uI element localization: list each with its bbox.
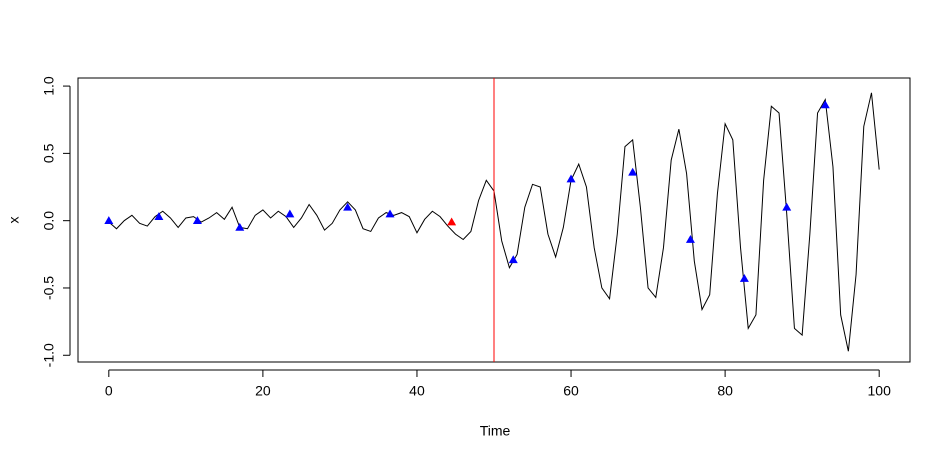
y-tick-label: -0.5 <box>41 276 57 300</box>
x-tick-label: 80 <box>717 383 733 399</box>
x-tick-label: 40 <box>409 383 425 399</box>
x-axis-label: Time <box>480 423 511 439</box>
triangle-marker <box>154 212 164 221</box>
triangle-marker <box>343 202 353 211</box>
triangle-marker <box>782 202 792 211</box>
x-tick-label: 100 <box>868 383 892 399</box>
x-tick-label: 60 <box>563 383 579 399</box>
x-tick-label: 20 <box>255 383 271 399</box>
x-tick-label: 0 <box>105 383 113 399</box>
y-axis-label: x <box>6 217 22 224</box>
triangle-marker <box>104 216 114 225</box>
triangle-marker <box>285 209 295 218</box>
y-tick-label: 0.0 <box>41 211 57 231</box>
y-tick-label: 1.0 <box>41 76 57 96</box>
y-tick-label: 0.5 <box>41 143 57 163</box>
triangle-marker <box>385 209 395 218</box>
triangle-marker <box>739 274 749 282</box>
triangle-marker <box>628 167 638 176</box>
triangle-marker <box>192 216 202 225</box>
triangle-marker <box>685 235 695 243</box>
triangle-marker <box>566 174 576 183</box>
triangle-marker <box>447 217 457 226</box>
triangle-marker <box>820 100 830 109</box>
triangle-marker <box>508 255 518 264</box>
y-tick-label: -1.0 <box>41 343 57 367</box>
triangle-marker <box>235 222 245 231</box>
